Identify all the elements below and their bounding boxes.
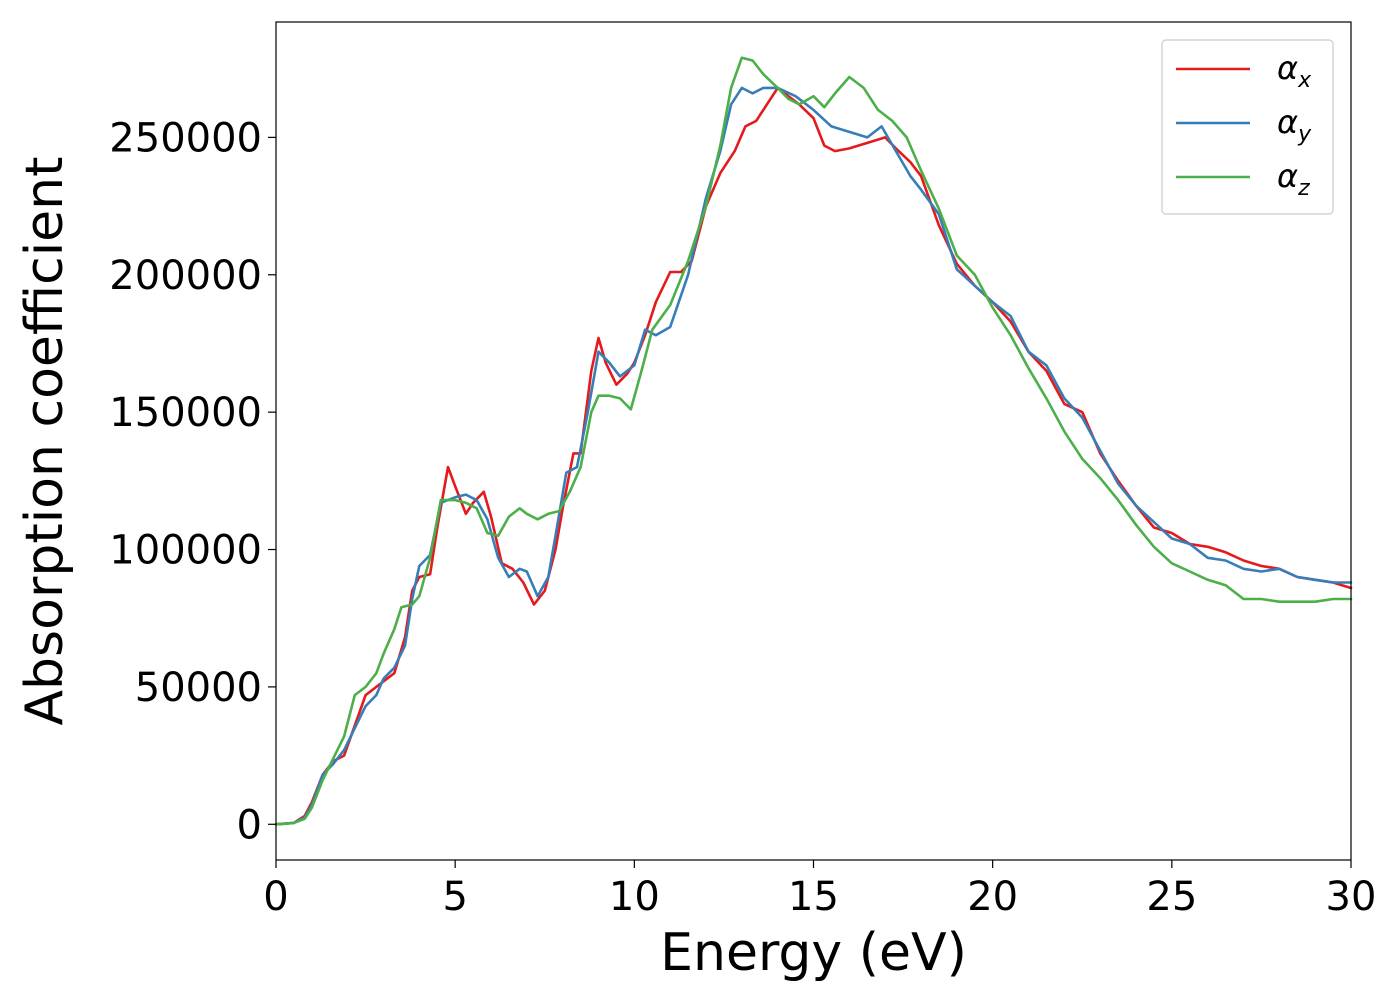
x-tick-label: 10 xyxy=(609,874,660,920)
x-tick-label: 5 xyxy=(442,874,467,920)
series-line-z xyxy=(274,56,1353,826)
legend-box xyxy=(1161,39,1334,215)
x-tick-label: 15 xyxy=(788,874,839,920)
y-tick-label: 0 xyxy=(237,802,262,848)
x-tick-label: 0 xyxy=(263,874,288,920)
x-axis-label: Energy (eV) xyxy=(660,923,967,983)
x-axis: 0 5 10 15 20 25 30 xyxy=(263,860,1376,920)
x-tick-label: 25 xyxy=(1146,874,1197,920)
x-tick-label: 30 xyxy=(1326,874,1377,920)
series-line-y xyxy=(274,86,1353,826)
y-tick-label: 50000 xyxy=(135,665,262,711)
y-axis-label: Absorption coefficient xyxy=(15,156,75,725)
y-tick-label: 250000 xyxy=(109,115,262,161)
series-layer xyxy=(274,56,1353,826)
y-tick-label: 100000 xyxy=(109,528,262,574)
y-tick-label: 200000 xyxy=(109,253,262,299)
y-axis: 0 50000 100000 150000 200000 250000 xyxy=(109,115,276,848)
y-tick-label: 150000 xyxy=(109,390,262,436)
x-tick-label: 20 xyxy=(967,874,1018,920)
